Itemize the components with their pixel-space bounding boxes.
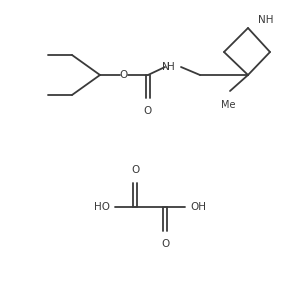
Text: HO: HO: [94, 202, 110, 212]
Text: O: O: [144, 106, 152, 116]
Text: O: O: [131, 165, 139, 175]
Text: Me: Me: [221, 100, 235, 110]
Text: O: O: [120, 70, 128, 80]
Text: NH: NH: [258, 15, 274, 25]
Text: H: H: [167, 62, 175, 72]
Text: O: O: [161, 239, 169, 249]
Text: OH: OH: [190, 202, 206, 212]
Text: N: N: [162, 62, 170, 72]
